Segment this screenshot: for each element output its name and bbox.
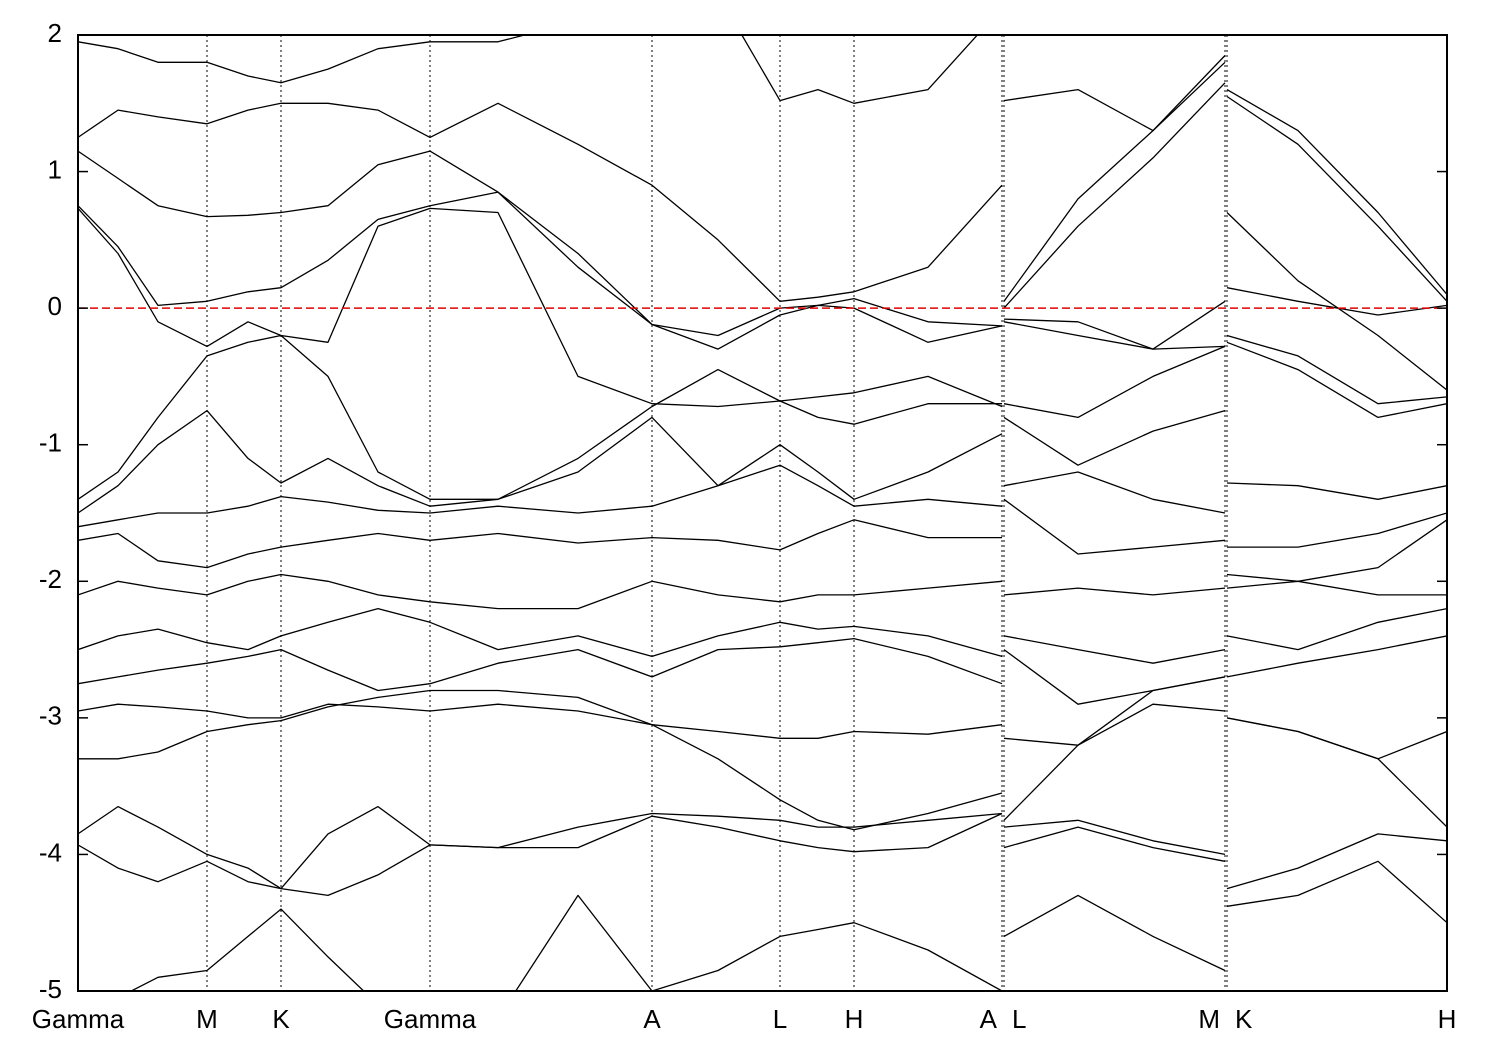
band-line bbox=[78, 409, 1447, 514]
y-tick-label: 1 bbox=[48, 154, 62, 184]
band-line bbox=[78, 61, 1447, 302]
y-tick-label: -3 bbox=[39, 701, 62, 731]
x-tick-label: A bbox=[980, 1004, 998, 1034]
x-tick-label: K bbox=[1235, 1004, 1253, 1034]
band-line bbox=[78, 498, 1447, 582]
x-tick-label: H bbox=[845, 1004, 864, 1034]
band-line bbox=[78, 635, 1447, 705]
y-tick-label: -1 bbox=[39, 428, 62, 458]
band-line bbox=[78, 573, 1447, 610]
x-tick-label: Gamma bbox=[384, 1004, 477, 1034]
band-line bbox=[78, 607, 1447, 664]
band-line bbox=[78, 207, 1447, 408]
x-tick-label: H bbox=[1438, 1004, 1457, 1034]
y-tick-label: 0 bbox=[48, 291, 62, 321]
band-line bbox=[78, 703, 1447, 828]
x-tick-label: L bbox=[773, 1004, 787, 1034]
band-line bbox=[78, 812, 1447, 924]
y-tick-label: 2 bbox=[48, 18, 62, 48]
band-line bbox=[78, 82, 1447, 391]
band-line bbox=[78, 676, 1447, 831]
x-tick-label: A bbox=[643, 1004, 661, 1034]
band-line bbox=[78, 191, 1447, 350]
grid bbox=[77, 35, 1448, 991]
x-tick-label: L bbox=[1012, 1004, 1026, 1034]
y-tick-label: -5 bbox=[39, 974, 62, 1004]
x-tick-label: K bbox=[272, 1004, 290, 1034]
x-tick-label: M bbox=[196, 1004, 218, 1034]
band-line bbox=[78, 334, 1447, 500]
band-line bbox=[78, 35, 1447, 295]
band-line bbox=[78, 464, 1447, 548]
bands bbox=[78, 35, 1447, 991]
band-line bbox=[78, 805, 1447, 890]
x-tick-label: Gamma bbox=[32, 1004, 125, 1034]
y-tick-label: -2 bbox=[39, 564, 62, 594]
x-tick-label: M bbox=[1198, 1004, 1220, 1034]
plot-frame bbox=[77, 34, 1448, 992]
y-tick-label: -4 bbox=[39, 837, 62, 867]
band-line bbox=[129, 894, 1226, 991]
